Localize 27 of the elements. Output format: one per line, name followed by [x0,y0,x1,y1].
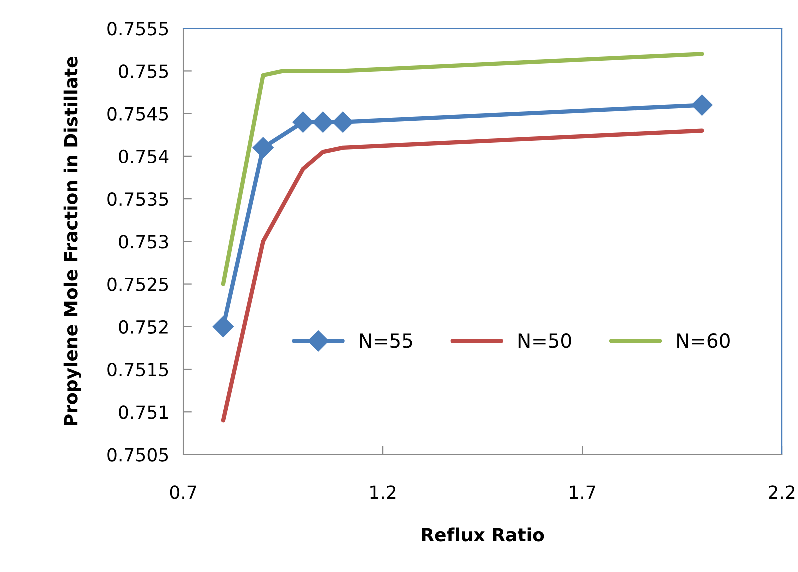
point [312,112,334,133]
x-tick-label: 0.7 [170,486,196,500]
y-tick-label: 0.753 [119,235,168,249]
y-tick-label: 0.7555 [108,22,168,36]
legend-label: N=60 [678,334,730,348]
x-tick-label: 2.2 [769,486,795,500]
y-tick-label: 0.7505 [108,448,168,462]
y-tick-label: 0.7545 [108,107,168,121]
x-tick-label: 1.7 [570,486,596,500]
y-tick-label: 0.7535 [108,192,168,206]
y-tick-label: 0.7525 [108,278,168,292]
y-tick-label: 0.7515 [108,362,168,377]
point [212,316,234,338]
legend-label: N=50 [518,334,572,348]
y-tick-label: 0.755 [119,64,168,78]
point [692,94,713,116]
line-series [221,52,704,286]
y-tick-label: 0.751 [119,406,168,420]
x-tick-label: 1.2 [370,486,396,500]
y-tick-label: 0.752 [119,320,168,334]
point [252,137,274,158]
y-tick-label: 0.754 [119,150,169,164]
point [332,112,354,133]
x-axis-title: Reflux Ratio [422,528,544,542]
point [292,112,314,133]
y-axis-title: Propylene Mole Fraction in Distillate [64,57,82,426]
legend-label: N=55 [360,334,412,348]
